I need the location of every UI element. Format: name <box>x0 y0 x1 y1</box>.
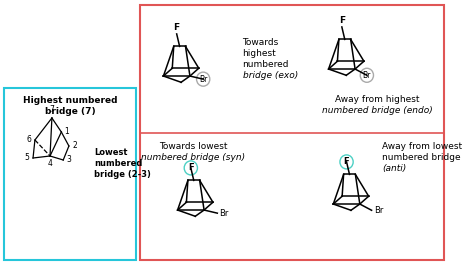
Text: numbered bridge (syn): numbered bridge (syn) <box>141 153 246 162</box>
Text: Towards lowest: Towards lowest <box>159 142 228 151</box>
Text: numbered bridge (endo): numbered bridge (endo) <box>322 106 433 115</box>
Text: Br: Br <box>199 75 207 84</box>
Text: F: F <box>339 16 345 25</box>
Text: Away from lowest: Away from lowest <box>382 142 462 151</box>
Text: (anti): (anti) <box>382 164 407 173</box>
Text: bridge (7): bridge (7) <box>45 107 95 116</box>
Text: bridge (exo): bridge (exo) <box>243 71 298 80</box>
Text: 1: 1 <box>64 127 69 136</box>
Text: 3: 3 <box>66 156 72 165</box>
Text: Away from highest: Away from highest <box>335 95 420 104</box>
Text: F: F <box>173 23 180 32</box>
Text: F: F <box>188 164 194 173</box>
Text: highest: highest <box>243 49 276 58</box>
Text: Br: Br <box>374 206 383 215</box>
Text: Lowest
numbered
bridge (2-3): Lowest numbered bridge (2-3) <box>94 148 151 179</box>
Text: Towards: Towards <box>243 38 279 47</box>
Text: 6: 6 <box>27 135 32 144</box>
Text: 4: 4 <box>47 160 53 169</box>
Text: numbered: numbered <box>243 60 289 69</box>
Text: 7: 7 <box>49 105 55 114</box>
Text: Highest numbered: Highest numbered <box>23 96 117 105</box>
FancyBboxPatch shape <box>4 88 136 260</box>
Text: numbered bridge: numbered bridge <box>382 153 461 162</box>
Text: Br: Br <box>219 209 229 218</box>
Text: F: F <box>344 157 349 166</box>
Text: 5: 5 <box>25 153 30 162</box>
FancyBboxPatch shape <box>140 5 444 260</box>
Text: Br: Br <box>363 71 371 80</box>
Text: 2: 2 <box>72 142 77 151</box>
